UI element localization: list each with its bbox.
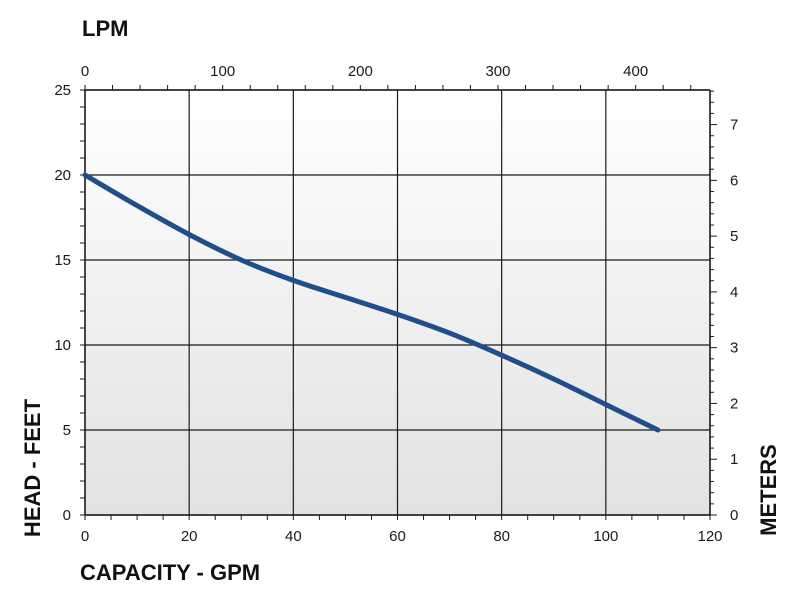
y2-tick-label: 0 [730,507,738,524]
minor-ticks [80,85,717,520]
y2-tick-label: 2 [730,395,738,412]
x-tick-label: 40 [285,528,302,545]
y2-tick-label: 6 [730,172,738,189]
x2-axis-title: LPM [82,16,128,41]
x-tick-label: 100 [593,528,618,545]
y-tick-label: 5 [63,422,71,439]
x-tick-label: 0 [81,528,89,545]
x-tick-label: 60 [389,528,406,545]
x-tick-label: 80 [493,528,510,545]
x2-tick-label: 400 [623,63,648,80]
y2-tick-label: 7 [730,117,738,134]
performance-curve-line [82,172,661,433]
x-axis-title: CAPACITY - GPM [80,560,260,585]
y2-axis-title: METERS [756,444,781,536]
y2-tick-label: 3 [730,340,738,357]
x2-tick-label: 100 [210,63,235,80]
y-tick-label: 25 [54,82,71,99]
y-tick-label: 10 [54,337,71,354]
series-layer [82,172,661,433]
y2-tick-label: 4 [730,284,738,301]
y2-tick-label: 1 [730,451,738,468]
x2-tick-label: 300 [485,63,510,80]
y-axis-title: HEAD - FEET [20,398,45,537]
y-tick-label: 15 [54,252,71,269]
x-tick-label: 20 [181,528,198,545]
y-tick-label: 20 [54,167,71,184]
x2-tick-label: 200 [348,63,373,80]
y-tick-label: 0 [63,507,71,524]
x2-tick-label: 0 [81,63,89,80]
x-tick-label: 120 [697,528,722,545]
y2-tick-label: 5 [730,228,738,245]
